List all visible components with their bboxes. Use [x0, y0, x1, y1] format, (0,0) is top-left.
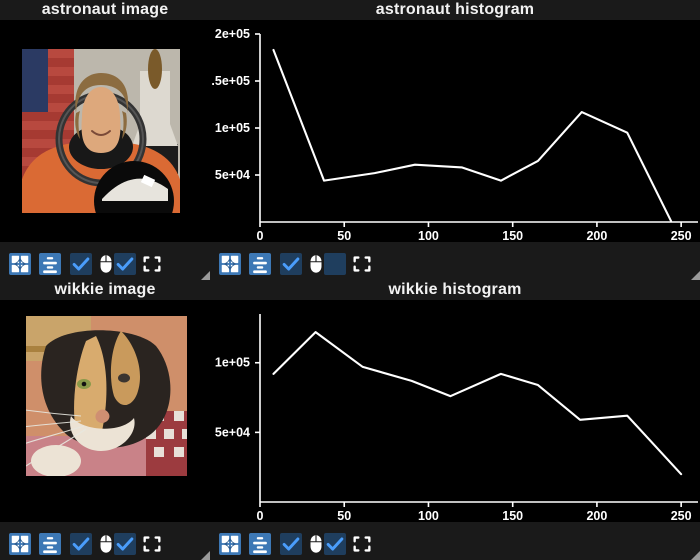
svg-text:1e+05: 1e+05 [215, 121, 250, 135]
svg-text:250: 250 [671, 229, 692, 242]
svg-text:200: 200 [586, 229, 607, 242]
svg-text:5e+04: 5e+04 [215, 168, 250, 182]
svg-text:150: 150 [502, 229, 523, 242]
svg-text:50: 50 [337, 509, 351, 522]
svg-text:250: 250 [671, 509, 692, 522]
svg-text:0: 0 [257, 509, 264, 522]
svg-text:50: 50 [337, 229, 351, 242]
svg-text:100: 100 [418, 509, 439, 522]
svg-text:2e+05: 2e+05 [215, 27, 250, 41]
svg-text:0: 0 [257, 229, 264, 242]
svg-text:150: 150 [502, 509, 523, 522]
svg-text:200: 200 [586, 509, 607, 522]
svg-text:100: 100 [418, 229, 439, 242]
svg-text:5e+04: 5e+04 [215, 425, 250, 439]
svg-text:.5e+05: .5e+05 [211, 74, 250, 88]
svg-text:1e+05: 1e+05 [215, 356, 250, 370]
